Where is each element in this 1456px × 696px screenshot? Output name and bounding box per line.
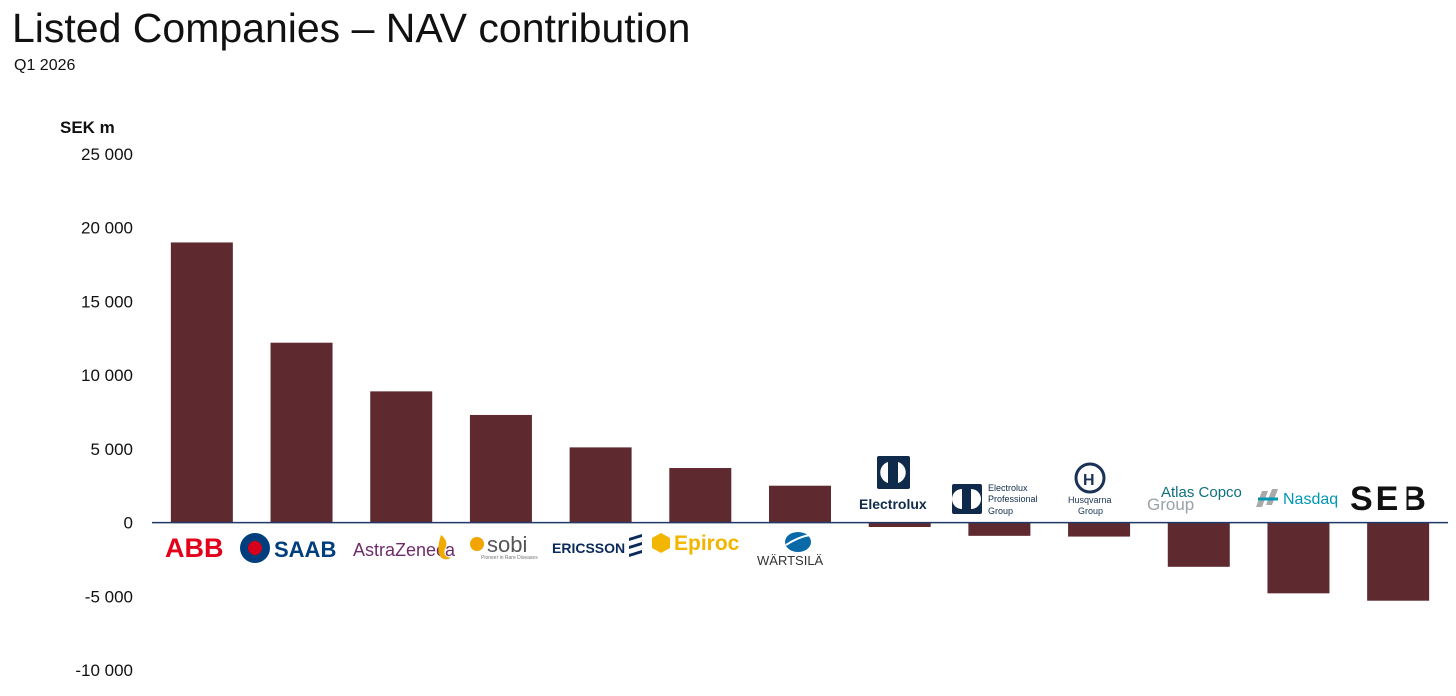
sobi-dot-icon xyxy=(470,537,484,551)
husq-line1: Husqvarna xyxy=(1068,495,1112,505)
logo-seb: SEB xyxy=(1350,480,1429,518)
eprof-line3: Group xyxy=(988,506,1013,516)
saab-logo-text: SAAB xyxy=(274,537,336,562)
bar-electrolux xyxy=(868,522,931,527)
y-axis-ticks: 25 000 20 000 15 000 10 000 5 000 0 -5 000 -10 … xyxy=(75,145,133,680)
chart-title: Listed Companies – NAV contribution xyxy=(12,5,691,51)
seb-logo-text: SEB xyxy=(1350,480,1429,518)
ericsson-mark-icon xyxy=(629,534,642,557)
bar-w-rtsil- xyxy=(769,485,831,523)
astrazeneca-symbol-icon xyxy=(438,535,451,560)
y-tick-label: 5 000 xyxy=(90,440,133,459)
bar-electrolux-professional-group xyxy=(968,522,1031,536)
sobi-tagline: Pioneer in Rare Diseases xyxy=(481,555,538,561)
epiroc-logo-text: Epiroc xyxy=(674,532,740,555)
abb-logo-text: ABB xyxy=(165,533,224,563)
bar-husqvarna-group xyxy=(1068,522,1131,537)
y-tick-label: -10 000 xyxy=(75,661,133,680)
atlas-line1: Atlas Copco xyxy=(1161,484,1242,501)
astrazeneca-logo-text: AstraZeneca xyxy=(353,540,456,560)
logo-ericsson: ERICSSON xyxy=(552,534,642,557)
ericsson-logo-text: ERICSSON xyxy=(552,540,625,556)
sobi-logo-text: sobi xyxy=(487,532,527,557)
y-axis-unit-label: SEK m xyxy=(60,118,115,137)
nasdaq-mark-icon xyxy=(1256,489,1278,507)
logo-electrolux: Electrolux xyxy=(859,456,927,512)
eprof-line2: Professional xyxy=(988,494,1038,504)
electrolux-professional-mark-shape xyxy=(952,489,981,509)
bar-epiroc xyxy=(669,468,732,523)
electrolux-logo-text: Electrolux xyxy=(859,496,927,512)
logo-wartsila: WÄRTSILÄ xyxy=(757,532,824,568)
bar-astrazeneca xyxy=(370,391,433,523)
bar-seb xyxy=(1367,522,1430,601)
logo-sobi: sobi Pioneer in Rare Diseases xyxy=(470,532,538,561)
bars xyxy=(170,242,1430,601)
logo-saab: SAAB xyxy=(240,533,336,563)
chart-subtitle: Q1 2026 xyxy=(14,57,76,74)
nasdaq-logo-text: Nasdaq xyxy=(1283,491,1338,508)
wartsila-globe-swoosh xyxy=(785,534,811,546)
bar-atlas-copco-group xyxy=(1167,522,1230,567)
logo-electrolux-professional: Electrolux Professional Group xyxy=(952,483,1038,516)
bar-abb xyxy=(170,242,233,523)
husqvarna-crown-icon xyxy=(1074,462,1106,494)
y-tick-label: 15 000 xyxy=(81,292,133,311)
logo-atlas-copco: Atlas Copco Group xyxy=(1147,484,1242,514)
logo-husqvarna: H Husqvarna Group xyxy=(1068,462,1112,516)
atlas-line2: Group xyxy=(1147,495,1194,514)
bar-ericsson xyxy=(569,447,632,523)
y-tick-label: 20 000 xyxy=(81,219,133,238)
saab-emblem-center xyxy=(248,541,262,555)
bar-nasdaq xyxy=(1267,522,1330,594)
y-tick-label: 0 xyxy=(124,514,133,533)
logo-epiroc: Epiroc xyxy=(652,532,740,555)
logo-abb: ABB xyxy=(165,533,224,563)
electrolux-mark-shape xyxy=(880,462,906,483)
wartsila-logo-text: WÄRTSILÄ xyxy=(757,553,824,568)
epiroc-hexagon-icon xyxy=(652,533,670,553)
bar-saab xyxy=(270,342,333,523)
husqvarna-crown-letter: H xyxy=(1083,472,1095,489)
logo-astrazeneca: AstraZeneca xyxy=(353,535,456,560)
bar-sobi xyxy=(469,414,532,523)
y-tick-label: 10 000 xyxy=(81,366,133,385)
husq-line2: Group xyxy=(1078,506,1103,516)
y-tick-label: -5 000 xyxy=(85,587,133,606)
y-tick-label: 25 000 xyxy=(81,145,133,164)
logo-nasdaq: Nasdaq xyxy=(1256,489,1338,508)
eprof-line1: Electrolux xyxy=(988,483,1028,493)
company-logos: ABB SAAB AstraZeneca sobi Pioneer in Rar… xyxy=(165,456,1429,568)
